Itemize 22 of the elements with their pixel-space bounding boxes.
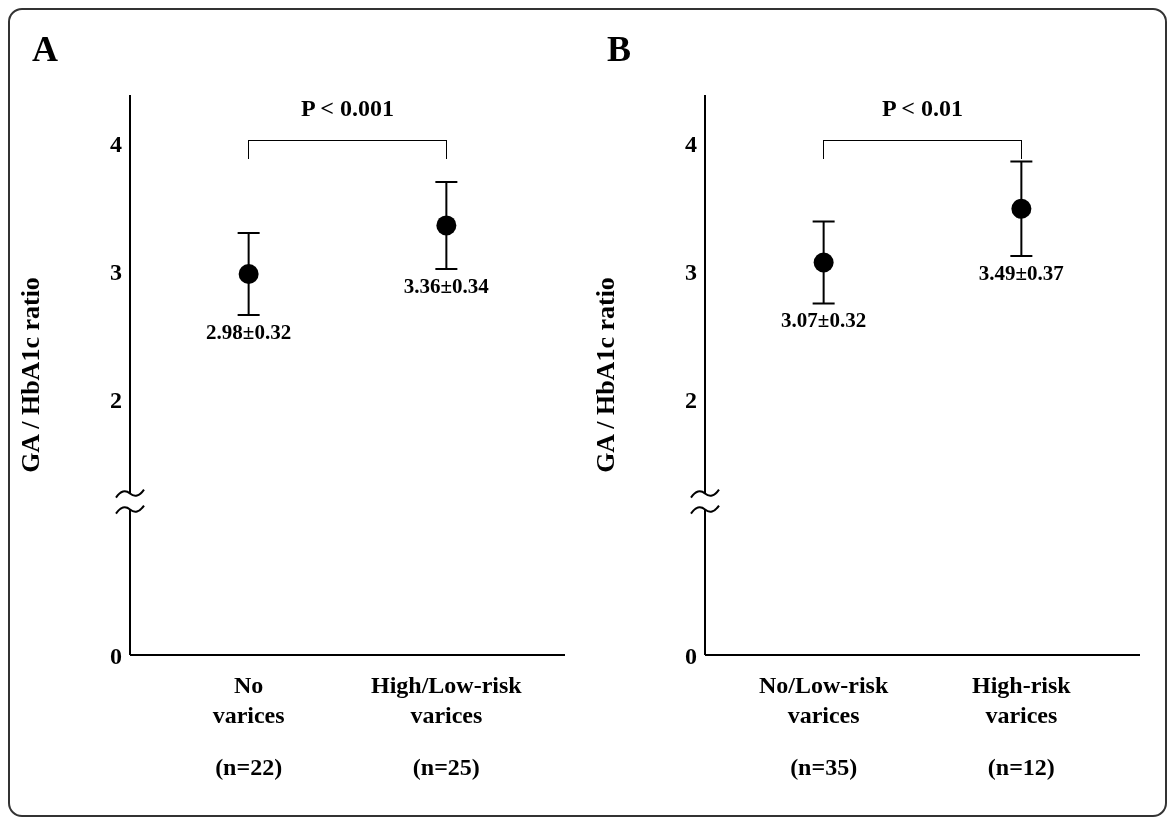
- chart-title: A: [32, 28, 58, 70]
- y-axis-title: GA / HbA1c ratio: [591, 277, 621, 473]
- data-label: 3.07±0.32: [781, 308, 867, 333]
- y-tick-label: 4: [685, 131, 697, 158]
- x-tick-label: No/Low-risk varices (n=35): [758, 672, 889, 780]
- y-tick-label: 2: [110, 386, 122, 413]
- data-label: 2.98±0.32: [206, 319, 292, 344]
- y-tick-label: 0: [110, 642, 122, 669]
- y-axis-title: GA / HbA1c ratio: [16, 277, 46, 473]
- x-tick-label: High/Low-risk varices (n=25): [371, 672, 523, 780]
- y-tick-label: 3: [685, 258, 697, 285]
- y-tick-label: 3: [110, 258, 122, 285]
- annotation: P < 0.01: [880, 95, 964, 122]
- x-tick-label: No varices (n=22): [212, 672, 285, 780]
- data-label: 3.36±0.34: [403, 273, 490, 298]
- y-tick-label: 4: [110, 131, 122, 158]
- annotation: P < 0.001: [299, 95, 395, 122]
- y-tick-label: 2: [685, 386, 697, 413]
- x-tick-label: High-risk varices (n=12): [972, 672, 1072, 780]
- data-label: 3.49±0.37: [978, 261, 1064, 286]
- chart-title: B: [607, 28, 632, 70]
- y-tick-label: 0: [685, 642, 697, 669]
